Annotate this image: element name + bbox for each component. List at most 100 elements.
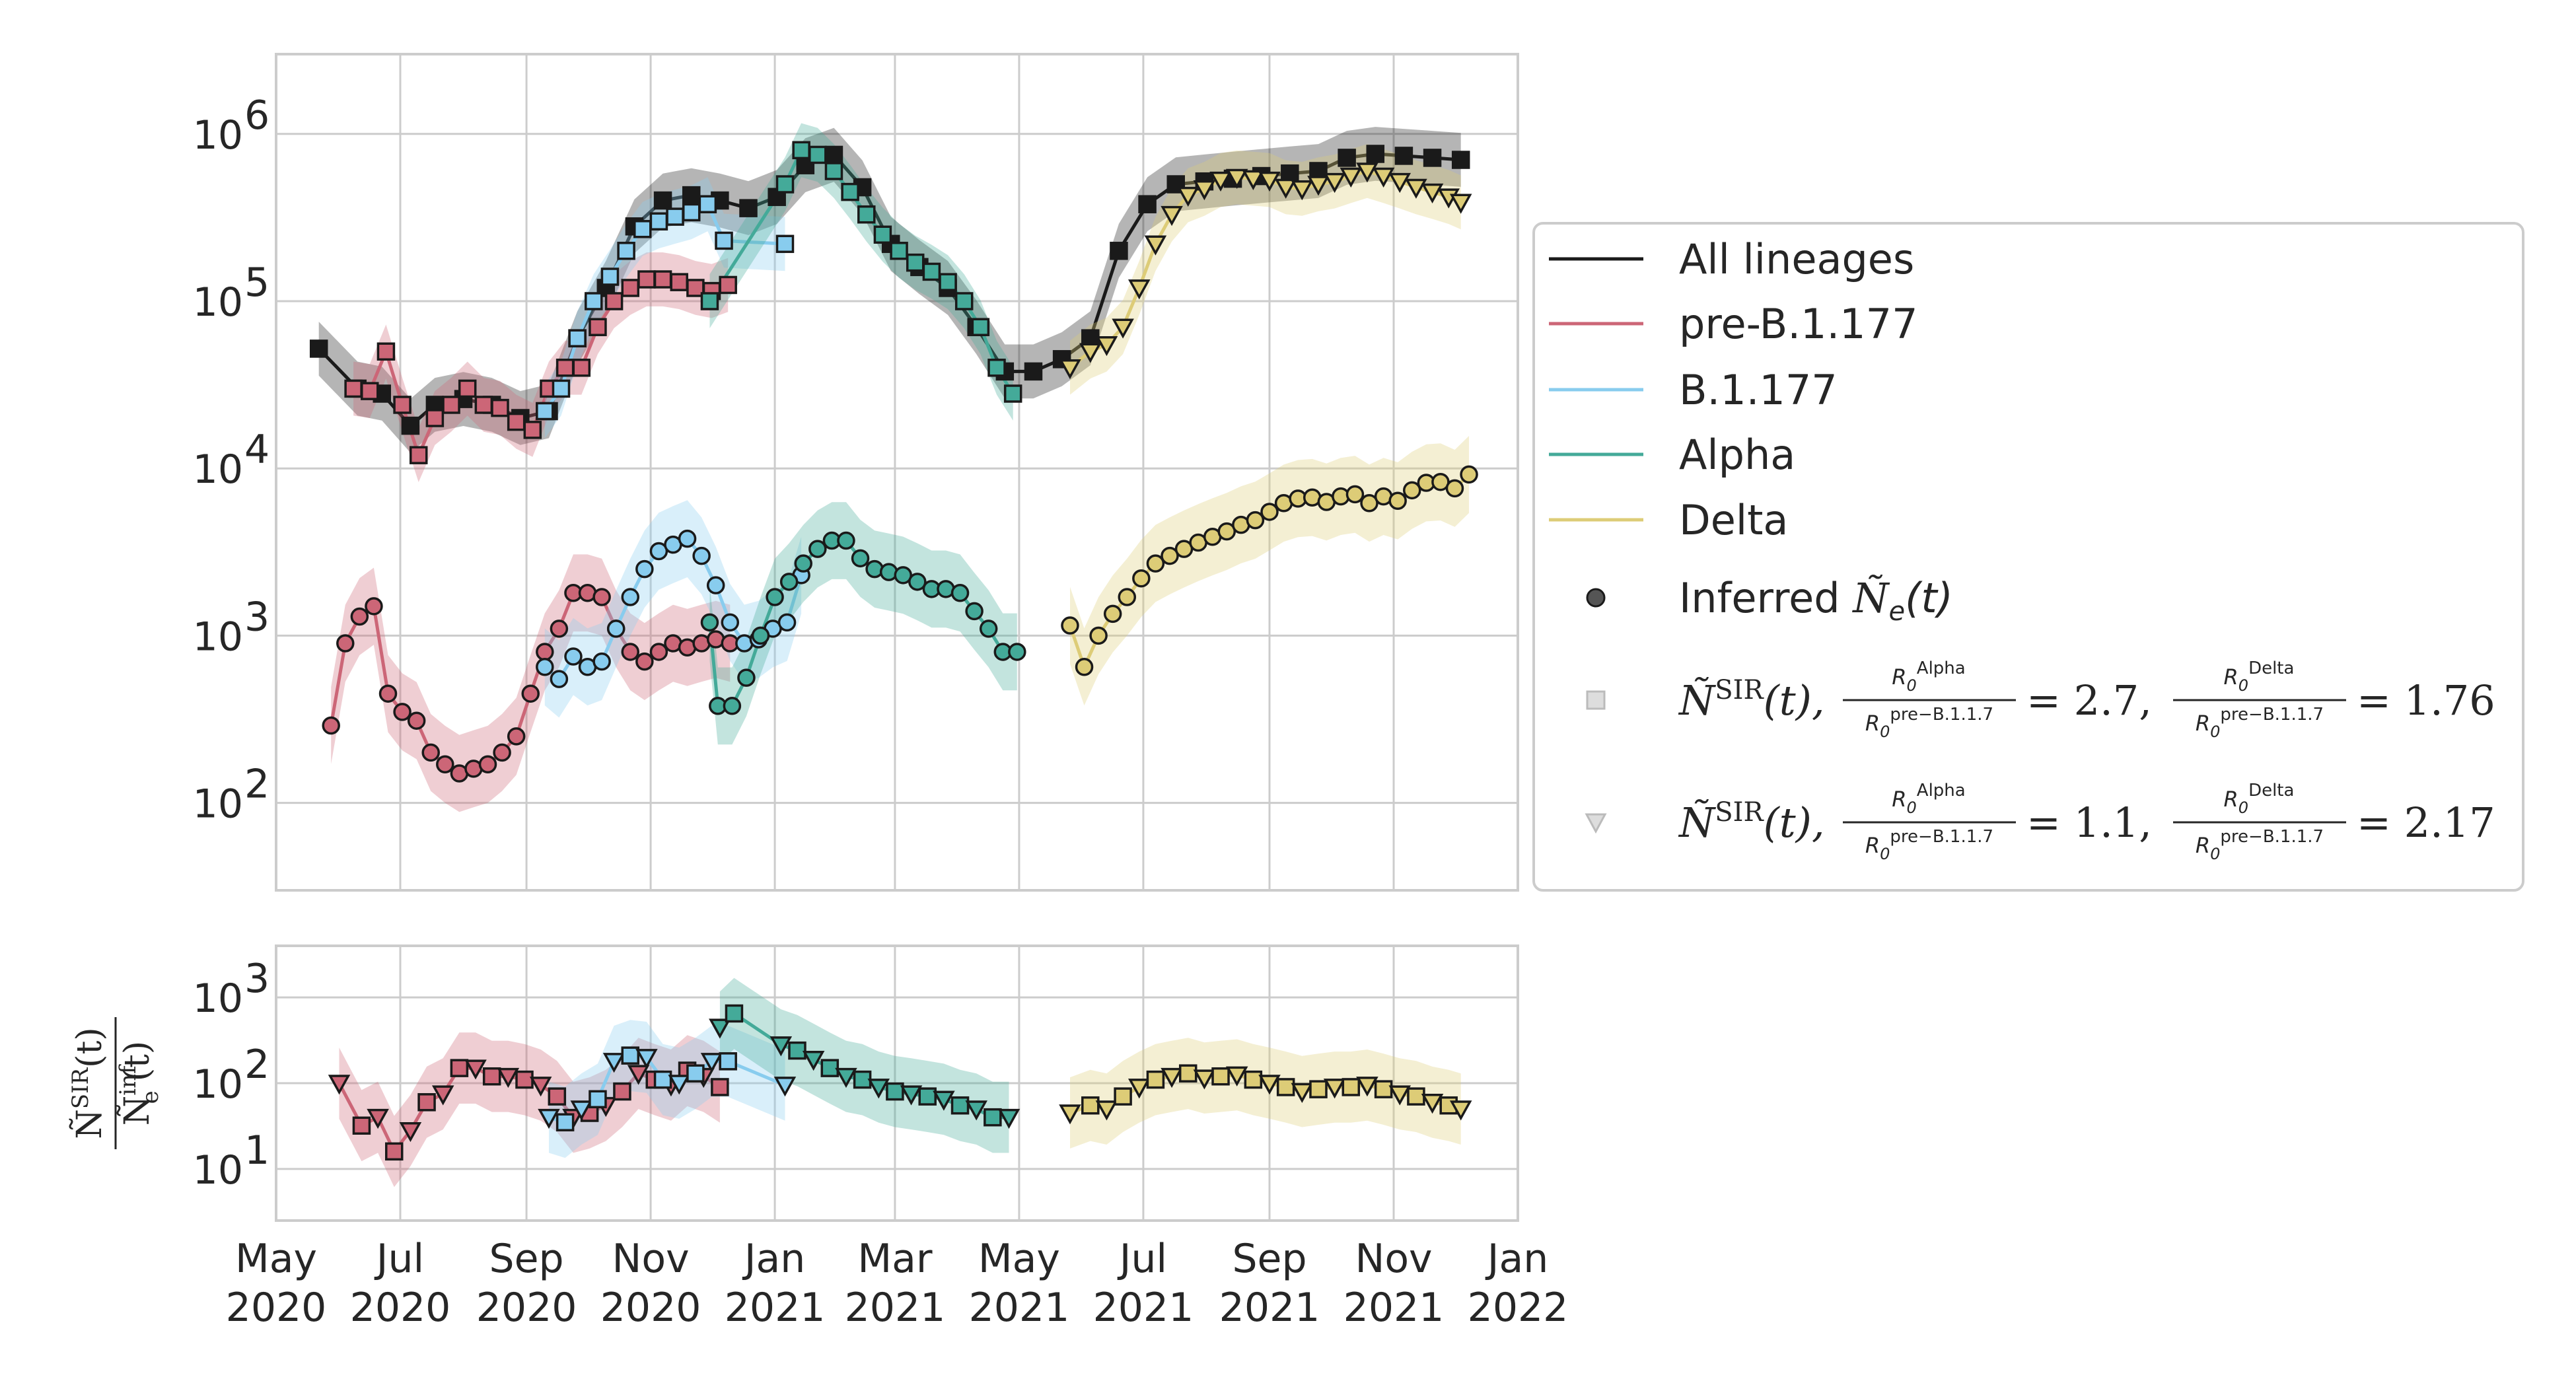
b-1-177-point: [775, 234, 795, 254]
legend-scenario-1-alpha-ratio-numerator-sub: 0: [1907, 676, 1917, 695]
delta-point: [1449, 194, 1472, 214]
legend-scenario-2-alpha-ratio-denominator-sup: pre−B.1.1.7: [1890, 827, 1993, 847]
alpha-point: [808, 145, 827, 164]
delta-point: [1360, 494, 1378, 513]
alpha-ratio-point: [802, 1051, 825, 1071]
alpha-ratio-point: [950, 1096, 970, 1115]
delta-point: [1103, 604, 1122, 623]
legend-scenario-2-delta-ratio-denominator-sup: pre−B.1.1.7: [2220, 827, 2324, 847]
b-1-177-point: [568, 329, 587, 347]
pre-b-1-177-ratio-point: [627, 1065, 650, 1085]
x-tick-label-year: 2020: [226, 1285, 327, 1331]
delta-point: [1217, 522, 1236, 541]
delta-ratio-point: [1374, 1080, 1393, 1098]
delta-point: [1061, 616, 1079, 635]
x-tick-label-month: Jan: [742, 1236, 806, 1282]
legend-label-inferred: Inferred Ñe(t): [1679, 574, 1953, 627]
y-tick-label: 10: [193, 1147, 243, 1193]
legend-box: [1532, 222, 2524, 892]
alpha-point: [851, 549, 870, 568]
plot-area: [275, 53, 1519, 892]
pre-b-1-177-ratio-point: [450, 1059, 469, 1077]
pre-b-1-177-point: [458, 379, 477, 398]
alpha-point: [737, 668, 756, 687]
alpha-ratio-point: [788, 1041, 806, 1060]
bottom-y-axis-label: ÑSIR(t)Ñinfe(t): [67, 1017, 164, 1149]
pre-b-1-177-ratio-point: [431, 1085, 454, 1106]
b-1-177-point: [592, 652, 611, 671]
b-1-177-point: [550, 670, 569, 688]
delta-point: [1388, 491, 1407, 511]
pre-b-1-177-point: [523, 421, 542, 439]
pre-b-1-177-point: [550, 620, 569, 638]
pre-b-1-177-point: [536, 643, 554, 661]
alpha-ratio-point: [984, 1108, 1002, 1127]
delta-point: [1112, 318, 1134, 339]
pre-b-1-177-point: [555, 359, 575, 377]
b-1-177-ratio-point: [589, 1090, 607, 1109]
b-1-177-ratio-point: [719, 1052, 737, 1071]
pre-b-1-177-point: [653, 270, 672, 289]
legend-scenario-2-marker: [1585, 813, 1607, 834]
delta-ratio-point: [1449, 1100, 1472, 1121]
x-tick-label-month: May: [235, 1236, 317, 1282]
alpha-ratio-point: [965, 1100, 987, 1121]
pre-b-1-177-ratio-point: [482, 1067, 501, 1086]
alpha-point: [979, 620, 998, 638]
alpha-point: [950, 584, 970, 602]
pre-b-1-177-point: [637, 270, 656, 289]
x-tick-label-month: Sep: [489, 1236, 564, 1282]
delta-ratio-point: [1388, 1085, 1412, 1106]
delta-point: [1307, 176, 1330, 196]
delta-ratio-point: [1276, 1078, 1295, 1096]
y-tick-label: 10: [193, 279, 243, 326]
alpha-ratio-point: [900, 1085, 923, 1106]
x-tick-label-year: 2021: [969, 1285, 1070, 1331]
legend-scenario-2-lhs: ÑSIR(t),: [1678, 797, 1825, 847]
alpha-point: [794, 554, 812, 573]
alpha-point: [766, 588, 784, 606]
alpha-point: [751, 626, 770, 645]
b-1-177-point: [606, 620, 626, 638]
x-tick-label-year: 2021: [845, 1285, 946, 1331]
x-tick-label-year: 2020: [476, 1285, 577, 1331]
pre-b-1-177-point: [491, 398, 509, 417]
x-tick-label-year: 2020: [350, 1285, 451, 1331]
legend-inferred-symbol: Ñ: [1851, 574, 1890, 622]
delta-point: [1161, 546, 1179, 565]
b-1-177-point: [633, 220, 652, 238]
delta-ratio-point: [1291, 1083, 1314, 1103]
pre-b-1-177-point: [365, 597, 383, 616]
legend-scenario-2-alpha-ratio-denominator-sub: 0: [1880, 845, 1890, 863]
legend-scenario-1-delta-ratio-numerator-sup: Delta: [2248, 658, 2294, 678]
alpha-point: [890, 242, 908, 260]
delta-point: [1127, 279, 1151, 300]
alpha-point: [837, 531, 855, 550]
b-1-177-point: [649, 212, 668, 231]
b-1-177-point: [715, 231, 733, 250]
delta-point: [1059, 359, 1081, 380]
delta-point: [1075, 658, 1094, 676]
delta-ratio-point: [1211, 1067, 1230, 1086]
legend-scenario-1-delta-ratio-value: = 1.76: [2357, 676, 2495, 725]
y-tick-exponent: 2: [244, 1042, 269, 1088]
b-1-177-point: [706, 576, 725, 594]
delta-ratio-point: [1356, 1077, 1378, 1097]
pre-b-1-177-point: [493, 743, 511, 762]
pre-b-1-177-point: [670, 273, 688, 291]
b-1-177-point: [698, 195, 717, 213]
delta-point: [1291, 180, 1314, 201]
pre-b-1-177-point: [719, 275, 737, 295]
b-1-177-ratio-point: [621, 1046, 640, 1065]
delta-point: [1132, 569, 1151, 588]
legend-scenario-2-delta-ratio-value: = 2.17: [2357, 799, 2495, 847]
b-1-177-ratio-point: [686, 1064, 705, 1083]
legend-scenario-1-alpha-ratio-value: = 2.7,: [2026, 676, 2152, 725]
pre-b-1-177-point: [350, 607, 369, 626]
pre-b-1-177-point: [421, 743, 440, 762]
delta-point: [1079, 343, 1102, 363]
b-1-177-ratio-point: [668, 1075, 691, 1095]
pre-b-1-177-point: [376, 342, 396, 361]
pre-b-1-177-ratio-point: [328, 1075, 351, 1095]
delta-point: [1421, 183, 1444, 204]
